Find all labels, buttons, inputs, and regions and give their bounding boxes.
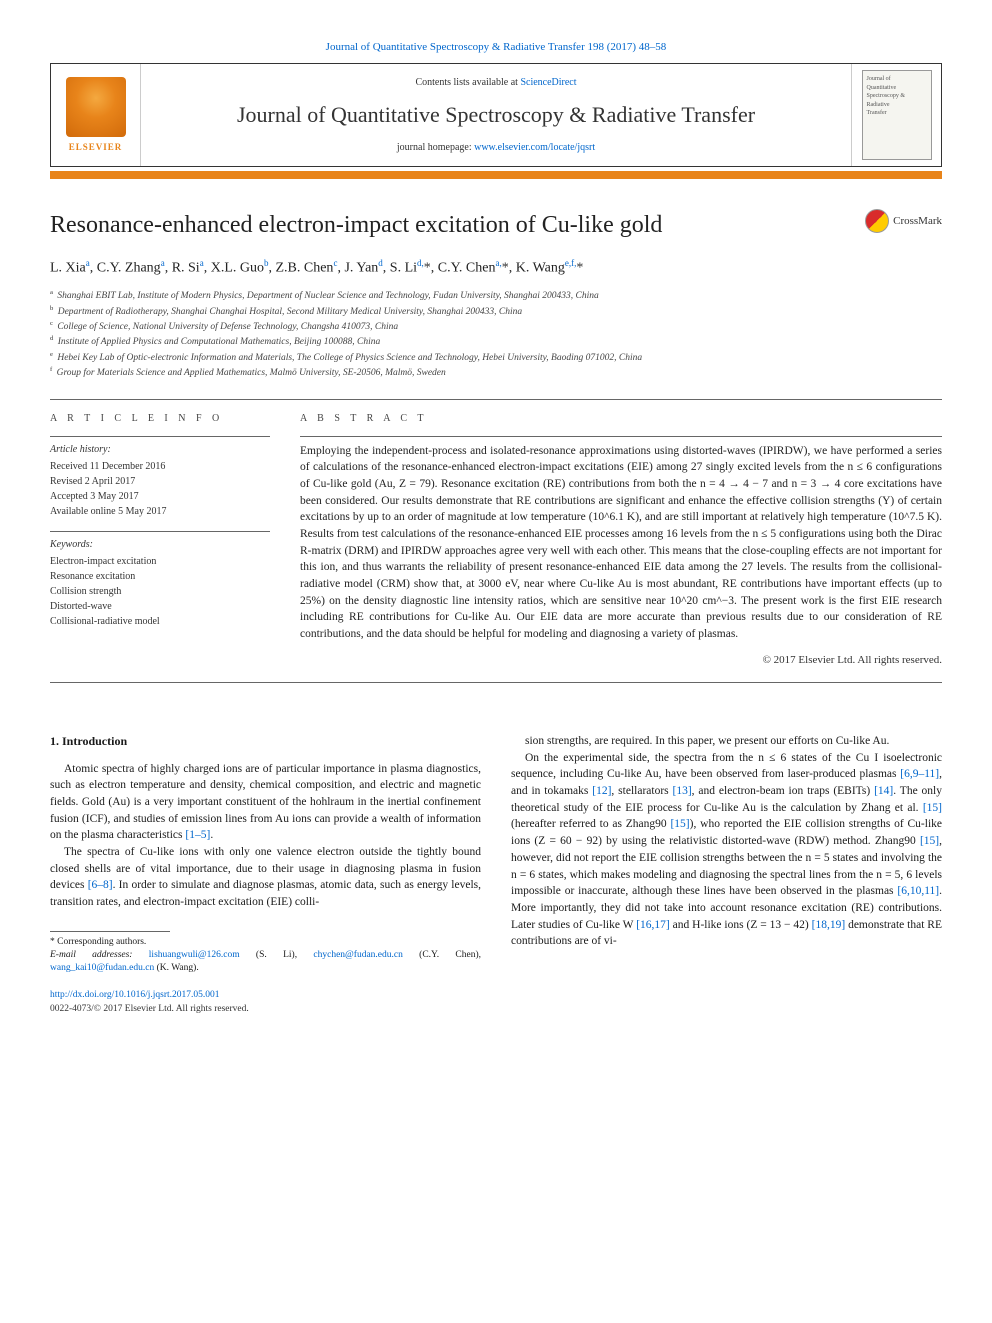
body-paragraph: The spectra of Cu-like ions with only on… — [50, 844, 481, 911]
abstract-text: Employing the independent-process and is… — [300, 443, 942, 643]
affiliation: b Department of Radiotherapy, Shanghai C… — [50, 304, 942, 319]
keywords-block: Electron-impact excitationResonance exci… — [50, 554, 270, 629]
info-heading: A R T I C L E I N F O — [50, 412, 270, 426]
crossmark-label: CrossMark — [893, 214, 942, 229]
history-label: Article history: — [50, 443, 270, 457]
keyword: Electron-impact excitation — [50, 554, 270, 569]
section-heading: 1. Introduction — [50, 733, 481, 750]
cover-line: Spectroscopy & — [867, 92, 927, 100]
doi-link[interactable]: http://dx.doi.org/10.1016/j.jqsrt.2017.0… — [50, 990, 220, 1000]
history-item: Revised 2 April 2017 — [50, 474, 270, 489]
cover-thumb-icon: Journal ofQuantitativeSpectroscopy &Radi… — [862, 70, 932, 160]
affiliation: d Institute of Applied Physics and Compu… — [50, 334, 942, 349]
email-addresses: E-mail addresses: lishuangwuli@126.com (… — [50, 949, 481, 976]
publisher-logo: ELSEVIER — [51, 64, 141, 166]
crossmark-badge[interactable]: CrossMark — [865, 209, 942, 233]
author-list: L. Xiaa, C.Y. Zhanga, R. Sia, X.L. Guob,… — [50, 257, 942, 278]
keywords-label: Keywords: — [50, 538, 270, 552]
journal-cover: Journal ofQuantitativeSpectroscopy &Radi… — [851, 64, 941, 166]
keyword: Collisional-radiative model — [50, 614, 270, 629]
journal-header: ELSEVIER Contents lists available at Sci… — [50, 63, 942, 167]
keyword: Resonance excitation — [50, 569, 270, 584]
affiliation: f Group for Materials Science and Applie… — [50, 365, 942, 380]
column-left: 1. Introduction Atomic spectra of highly… — [50, 733, 481, 1017]
crossmark-icon — [865, 209, 889, 233]
affiliation: c College of Science, National Universit… — [50, 319, 942, 334]
homepage-prefix: journal homepage: — [397, 142, 474, 153]
cover-line: Quantitative — [867, 84, 927, 92]
top-citation: Journal of Quantitative Spectroscopy & R… — [50, 40, 942, 55]
article-title: Resonance-enhanced electron-impact excit… — [50, 209, 865, 243]
body-paragraph: On the experimental side, the spectra fr… — [511, 750, 942, 950]
history-item: Accepted 3 May 2017 — [50, 489, 270, 504]
top-citation-link[interactable]: Journal of Quantitative Spectroscopy & R… — [326, 41, 667, 53]
contents-prefix: Contents lists available at — [415, 77, 520, 88]
abstract: A B S T R A C T Employing the independen… — [300, 412, 942, 668]
email-link[interactable]: lishuangwuli@126.com — [149, 950, 240, 960]
homepage-link[interactable]: www.elsevier.com/locate/jqsrt — [474, 142, 595, 153]
email-link[interactable]: wang_kai10@fudan.edu.cn — [50, 963, 154, 973]
email-link[interactable]: chychen@fudan.edu.cn — [313, 950, 402, 960]
body-paragraph: sion strengths, are required. In this pa… — [511, 733, 942, 750]
cover-line: Journal of — [867, 75, 927, 83]
sciencedirect-link[interactable]: ScienceDirect — [520, 77, 576, 88]
article-info: A R T I C L E I N F O Article history: R… — [50, 412, 270, 668]
contents-line: Contents lists available at ScienceDirec… — [151, 76, 841, 90]
doi-line: http://dx.doi.org/10.1016/j.jqsrt.2017.0… — [50, 989, 481, 1003]
header-center: Contents lists available at ScienceDirec… — [141, 64, 851, 166]
keyword: Distorted-wave — [50, 599, 270, 614]
publisher-name: ELSEVIER — [69, 141, 123, 154]
history-item: Available online 5 May 2017 — [50, 504, 270, 519]
history-block: Received 11 December 2016Revised 2 April… — [50, 459, 270, 519]
accent-bar — [50, 171, 942, 179]
cover-line: Radiative — [867, 101, 927, 109]
affiliation: e Hebei Key Lab of Optic-electronic Info… — [50, 350, 942, 365]
column-right: sion strengths, are required. In this pa… — [511, 733, 942, 1017]
footnotes: * Corresponding authors. E-mail addresse… — [50, 936, 481, 976]
body-columns: 1. Introduction Atomic spectra of highly… — [50, 733, 942, 1017]
affiliations: a Shanghai EBIT Lab, Institute of Modern… — [50, 288, 942, 380]
body-paragraph: Atomic spectra of highly charged ions ar… — [50, 761, 481, 844]
history-item: Received 11 December 2016 — [50, 459, 270, 474]
issn-line: 0022-4073/© 2017 Elsevier Ltd. All right… — [50, 1003, 481, 1017]
elsevier-tree-icon — [66, 77, 126, 137]
journal-name: Journal of Quantitative Spectroscopy & R… — [151, 100, 841, 131]
keyword: Collision strength — [50, 584, 270, 599]
copyright: © 2017 Elsevier Ltd. All rights reserved… — [300, 653, 942, 668]
corresponding-note: * Corresponding authors. — [50, 936, 481, 949]
abstract-heading: A B S T R A C T — [300, 412, 942, 426]
cover-line: Transfer — [867, 109, 927, 117]
affiliation: a Shanghai EBIT Lab, Institute of Modern… — [50, 288, 942, 303]
homepage-line: journal homepage: www.elsevier.com/locat… — [151, 141, 841, 155]
